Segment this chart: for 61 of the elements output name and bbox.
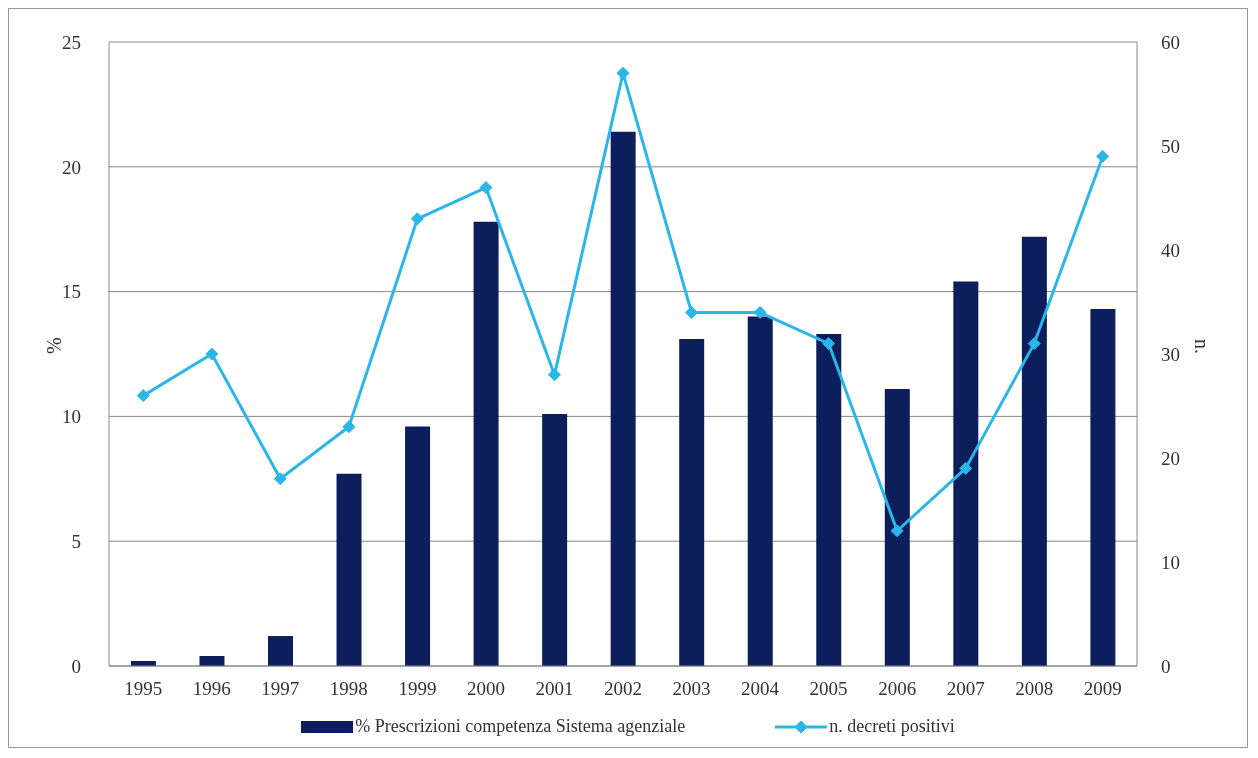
y-axis-title: % [43, 337, 66, 354]
legend-label: n. decreti positivi [828, 716, 955, 737]
x-tick-label: 2003 [672, 678, 711, 700]
x-tick-label: 1998 [329, 678, 368, 700]
point [753, 305, 767, 319]
bar [405, 426, 431, 666]
bar [199, 656, 225, 666]
point [342, 420, 356, 434]
bar [747, 316, 773, 666]
x-tick-label: 2006 [878, 678, 917, 700]
y-tick-label: 5 [71, 530, 81, 552]
x-tick-label: 2007 [946, 678, 985, 700]
point [205, 347, 219, 361]
y-tick-label: 10 [62, 406, 81, 428]
point [273, 472, 287, 486]
bar [1090, 309, 1116, 666]
x-tick-label: 2002 [604, 678, 642, 700]
y2-tick-label: 0 [1161, 655, 1171, 677]
y2-axis-title: n. [1190, 339, 1213, 354]
x-tick-label: 2008 [1015, 678, 1054, 700]
x-tick-label: 2005 [809, 678, 848, 700]
bar [542, 413, 568, 666]
y2-tick-label: 10 [1161, 551, 1180, 573]
point [959, 461, 973, 475]
bar [953, 281, 979, 666]
point [1027, 337, 1041, 351]
point [410, 212, 424, 226]
legend-label: % Prescrizioni competenza Sistema agenziale [354, 716, 686, 737]
bar [268, 636, 293, 666]
point [822, 337, 836, 351]
x-tick-label: 1995 [124, 678, 163, 700]
y-tick-label: 15 [62, 281, 81, 303]
bar [336, 473, 362, 666]
y2-tick-label: 60 [1161, 31, 1180, 53]
y-tick-label: 20 [62, 156, 81, 178]
y-tick-label: 0 [71, 655, 81, 677]
x-tick-label: 1996 [192, 678, 231, 700]
y2-tick-label: 30 [1161, 343, 1180, 365]
y2-tick-label: 50 [1161, 135, 1180, 157]
point [1096, 149, 1110, 163]
y-tick-label: 25 [62, 31, 81, 53]
point [890, 524, 904, 538]
y2-tick-label: 20 [1161, 447, 1180, 469]
x-tick-label: 2009 [1083, 678, 1122, 700]
point [479, 181, 493, 195]
bar [884, 388, 910, 666]
x-tick-label: 2004 [741, 678, 780, 700]
bar [473, 221, 499, 666]
x-tick-label: 2001 [535, 678, 574, 700]
y2-tick-label: 40 [1161, 239, 1180, 261]
x-tick-label: 1997 [261, 678, 300, 700]
x-tick-label: 1999 [398, 678, 437, 700]
bar [610, 131, 636, 666]
bar [679, 339, 705, 666]
x-tick-label: 2000 [466, 678, 505, 700]
point [136, 389, 150, 403]
bar [816, 334, 842, 666]
bar [1021, 236, 1047, 666]
point [685, 305, 699, 319]
point [616, 66, 630, 80]
point [547, 368, 561, 382]
